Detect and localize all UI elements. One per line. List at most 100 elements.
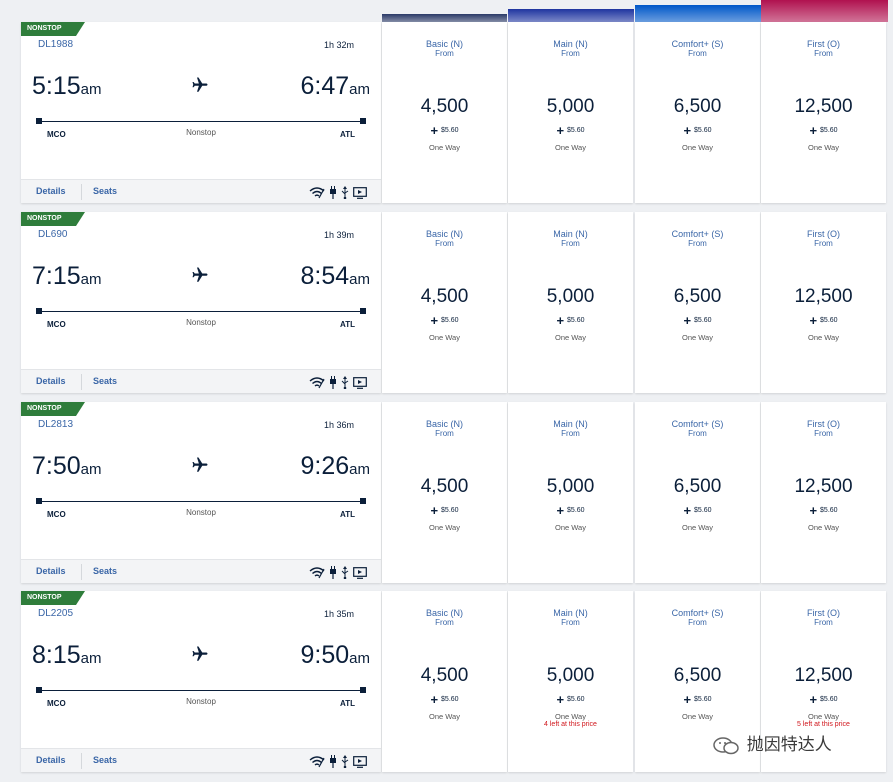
plus-icon: +	[430, 692, 439, 707]
fare-option-2[interactable]: Main (N) From 5,000 + $5.60 One Way	[508, 212, 633, 393]
fare-taxes: + $5.60	[382, 313, 507, 328]
plus-icon: +	[556, 123, 565, 138]
trip-type: One Way	[429, 333, 460, 342]
fare-from-label: From	[688, 618, 707, 627]
amenities	[305, 755, 367, 769]
fare-from-label: From	[814, 239, 833, 248]
trip-type: One Way	[682, 143, 713, 152]
fare-option-3[interactable]: Comfort+ (S) From 6,500 + $5.60 One Way	[635, 591, 760, 772]
fare-option-2[interactable]: Main (N) From 5,000 + $5.60 One Way 4 left at …	[508, 591, 633, 772]
fare-option-1[interactable]: Basic (N) From 4,500 + $5.60 One Way	[382, 591, 507, 772]
plus-icon: +	[683, 503, 692, 518]
fare-taxes: + $5.60	[382, 692, 507, 707]
wifi-icon	[309, 376, 325, 394]
fare-class-name: Main (N)	[553, 229, 588, 239]
fare-class-name: Comfort+ (S)	[671, 39, 724, 49]
trip-type: One Way	[808, 712, 839, 721]
flight-row: NONSTOP DL690 1h 39m 7:15am 8:54am MCO Nonstop…	[21, 212, 888, 393]
plus-icon: +	[556, 313, 565, 328]
amenities	[305, 186, 367, 200]
fare-option-1[interactable]: Basic (N) From 4,500 + $5.60 One Way	[382, 212, 507, 393]
seats-link[interactable]: Seats	[93, 376, 118, 386]
seats-link[interactable]: Seats	[93, 186, 118, 196]
trip-type: One Way	[429, 143, 460, 152]
footer-divider	[81, 564, 82, 580]
plus-icon: +	[430, 503, 439, 518]
fare-option-4[interactable]: First (O) From 12,500 + $5.60 One Way 5 left a…	[761, 591, 886, 772]
fare-taxes: + $5.60	[635, 123, 760, 138]
fare-taxes: + $5.60	[635, 313, 760, 328]
power-plug-icon	[329, 566, 337, 584]
trip-type: One Way	[555, 333, 586, 342]
airplane-icon	[191, 645, 209, 663]
flight-number-link[interactable]: DL1988	[38, 39, 74, 50]
departure-ampm: am	[80, 650, 102, 667]
fare-option-4[interactable]: First (O) From 12,500 + $5.60 One Way	[761, 402, 886, 583]
fare-option-3[interactable]: Comfort+ (S) From 6,500 + $5.60 One Way	[635, 402, 760, 583]
flight-card[interactable]: NONSTOP DL690 1h 39m 7:15am 8:54am MCO Nonstop…	[21, 212, 381, 393]
departure-ampm: am	[80, 271, 102, 288]
flight-card[interactable]: NONSTOP DL2205 1h 35m 8:15am 9:50am MCO Nonsto…	[21, 591, 381, 772]
flight-number-link[interactable]: DL2205	[38, 608, 74, 619]
fare-option-4[interactable]: First (O) From 12,500 + $5.60 One Way	[761, 212, 886, 393]
route-line	[39, 690, 363, 691]
details-link[interactable]: Details	[36, 566, 66, 576]
plus-icon: +	[809, 692, 818, 707]
watermark: 抛因特达人	[712, 730, 832, 757]
fare-option-1[interactable]: Basic (N) From 4,500 + $5.60 One Way	[382, 22, 507, 203]
details-link[interactable]: Details	[36, 755, 66, 765]
fare-option-2[interactable]: Main (N) From 5,000 + $5.60 One Way	[508, 402, 633, 583]
fare-option-2[interactable]: Main (N) From 5,000 + $5.60 One Way	[508, 22, 633, 203]
wifi-icon	[309, 186, 325, 204]
fare-tax-amount: $5.60	[441, 317, 459, 324]
seats-link[interactable]: Seats	[93, 566, 118, 576]
arrival-time: 9:50am	[300, 641, 370, 670]
flight-card-footer: Details Seats	[21, 559, 381, 583]
nonstop-badge: NONSTOP	[21, 591, 85, 605]
fare-tax-amount: $5.60	[694, 317, 712, 324]
fare-tax-amount: $5.60	[820, 696, 838, 703]
seats-link[interactable]: Seats	[93, 755, 118, 765]
fare-tax-amount: $5.60	[441, 127, 459, 134]
seats-left-warning: 4 left at this price	[544, 721, 597, 728]
arrival-time: 6:47am	[300, 72, 370, 101]
plus-icon: +	[809, 313, 818, 328]
fare-tax-amount: $5.60	[820, 317, 838, 324]
trip-type: One Way	[555, 143, 586, 152]
details-link[interactable]: Details	[36, 186, 66, 196]
usb-icon	[341, 755, 349, 773]
details-link[interactable]: Details	[36, 376, 66, 386]
fare-class-name: Basic (N)	[425, 419, 463, 429]
fare-class-name: First (O)	[807, 39, 840, 49]
fare-option-4[interactable]: First (O) From 12,500 + $5.60 One Way	[761, 22, 886, 203]
fare-miles: 4,500	[420, 96, 469, 117]
flight-number-link[interactable]: DL690	[38, 229, 68, 240]
footer-divider	[81, 753, 82, 769]
arrival-time: 9:26am	[300, 452, 370, 481]
fare-from-label: From	[435, 618, 454, 627]
flight-card[interactable]: NONSTOP DL1988 1h 32m 5:15am 6:47am MCO Nonsto…	[21, 22, 381, 203]
flight-row: NONSTOP DL2205 1h 35m 8:15am 9:50am MCO Nonsto…	[21, 591, 888, 772]
trip-type: One Way	[808, 523, 839, 532]
fare-tax-amount: $5.60	[567, 696, 585, 703]
fare-option-3[interactable]: Comfort+ (S) From 6,500 + $5.60 One Way	[635, 22, 760, 203]
fare-miles: 5,000	[546, 476, 595, 497]
fare-from-label: From	[561, 429, 580, 438]
flight-card[interactable]: NONSTOP DL2813 1h 36m 7:50am 9:26am MCO Nonsto…	[21, 402, 381, 583]
destination-marker	[360, 118, 366, 124]
trip-type: One Way	[808, 333, 839, 342]
wifi-icon	[309, 755, 325, 773]
plus-icon: +	[683, 692, 692, 707]
fare-taxes: + $5.60	[508, 503, 633, 518]
fare-tax-amount: $5.60	[441, 696, 459, 703]
arrival-time-value: 9:50	[300, 641, 350, 669]
origin-marker	[36, 308, 42, 314]
fare-tax-amount: $5.60	[694, 507, 712, 514]
trip-type: One Way	[808, 143, 839, 152]
fare-class-name: Basic (N)	[425, 229, 463, 239]
fare-option-1[interactable]: Basic (N) From 4,500 + $5.60 One Way	[382, 402, 507, 583]
trip-type: One Way	[429, 712, 460, 721]
fare-option-3[interactable]: Comfort+ (S) From 6,500 + $5.60 One Way	[635, 212, 760, 393]
flight-number-link[interactable]: DL2813	[38, 419, 74, 430]
route-line	[39, 501, 363, 502]
